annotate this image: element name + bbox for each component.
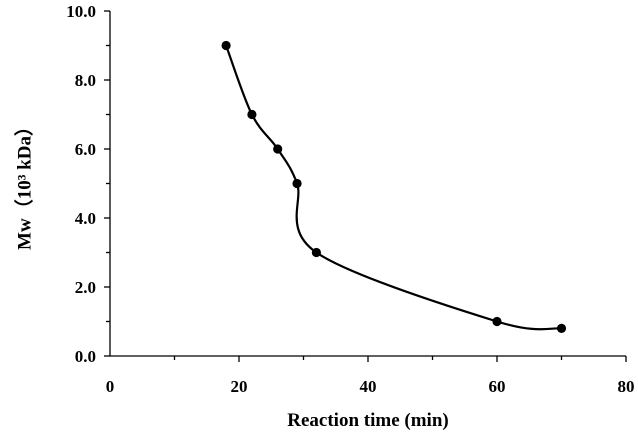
- y-tick-label: 4.0: [75, 209, 96, 228]
- data-point: [311, 247, 321, 258]
- data-points: [221, 40, 567, 333]
- tick-labels: 0.0 2.0 4.0 6.0 8.0 10.0 0 20 40 60 80: [66, 2, 634, 396]
- x-tick-label: 60: [489, 377, 506, 396]
- y-tick-label: 6.0: [75, 140, 96, 159]
- data-point: [273, 144, 283, 154]
- ticks: [104, 10, 627, 362]
- x-tick-label: 40: [360, 377, 377, 396]
- data-point: [556, 323, 567, 333]
- y-tick-label: 2.0: [75, 278, 96, 297]
- series-line: [225, 45, 562, 331]
- x-tick-label: 20: [231, 377, 248, 396]
- data-point: [492, 316, 502, 327]
- y-tick-label: 0.0: [75, 347, 96, 366]
- y-axis-title: Mw（10³ kDa）: [12, 117, 35, 250]
- y-tick-label: 10.0: [66, 2, 96, 21]
- y-tick-label: 8.0: [75, 71, 96, 90]
- x-tick-label: 0: [106, 377, 115, 396]
- data-point: [221, 40, 231, 51]
- x-tick-label: 80: [618, 377, 635, 396]
- x-axis-title: Reaction time (min): [287, 410, 448, 431]
- axes: [109, 11, 626, 357]
- data-point: [247, 109, 257, 120]
- data-point: [292, 178, 302, 189]
